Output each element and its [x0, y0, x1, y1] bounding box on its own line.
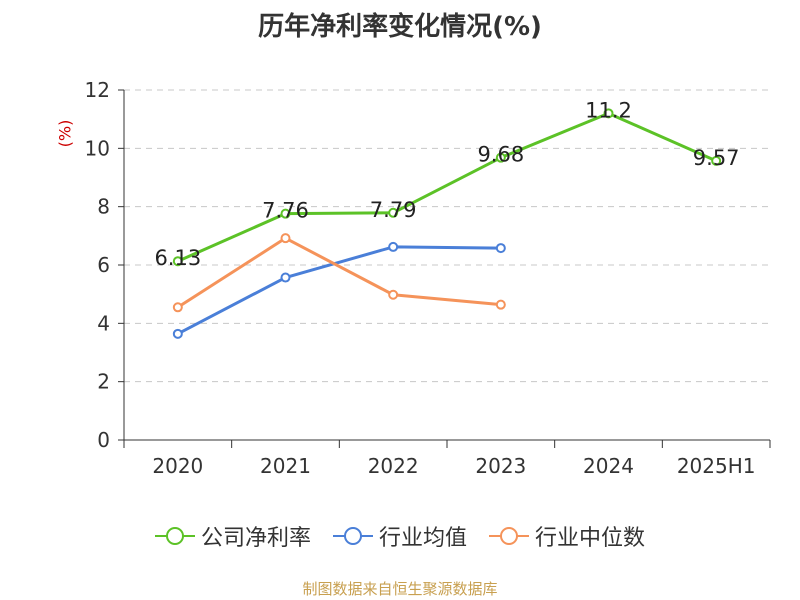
data-point [388, 207, 399, 218]
data-point [711, 155, 722, 166]
data-point [280, 208, 291, 219]
data-point [280, 233, 291, 244]
legend-label: 公司净利率 [200, 526, 311, 551]
x-tick-label: 2023 [475, 454, 526, 478]
series-line [177, 111, 717, 263]
legend-item[interactable]: 公司净利率 [154, 520, 311, 552]
data-point [172, 302, 183, 313]
data-label: 9.68 [477, 143, 524, 167]
chart-title: 历年净利率变化情况(%) [258, 12, 542, 42]
legend-swatch [154, 527, 195, 545]
legend-label: 行业中位数 [535, 526, 646, 551]
y-tick-label: 0 [97, 428, 110, 452]
legend-label: 行业均值 [378, 526, 467, 551]
data-label: 11.2 [585, 98, 632, 122]
data-point [495, 299, 506, 310]
data-label: 9.57 [693, 146, 740, 170]
legend-item[interactable]: 行业均值 [332, 520, 467, 552]
legend: 公司净利率 行业均值 行业中位数 [0, 520, 800, 552]
data-point [603, 108, 614, 119]
x-tick-label: 2022 [368, 454, 419, 478]
y-tick-label: 6 [97, 253, 110, 277]
data-label: 7.79 [370, 198, 417, 222]
data-point [388, 289, 399, 300]
y-tick-label: 2 [97, 370, 110, 394]
data-point [388, 241, 399, 252]
x-tick-label: 2025H1 [677, 454, 756, 478]
legend-swatch [332, 527, 373, 545]
data-label: 6.13 [154, 246, 201, 270]
data-point [172, 328, 183, 339]
legend-swatch-marker [165, 527, 184, 545]
data-point [172, 256, 183, 267]
x-tick-label: 2024 [583, 454, 634, 478]
x-tick-label: 2020 [152, 454, 203, 478]
y-tick-label: 10 [85, 136, 110, 160]
data-label: 7.76 [262, 199, 309, 223]
data-point [280, 272, 291, 283]
y-tick-label: 8 [97, 195, 110, 219]
source-note: 制图数据来自恒生聚源数据库 [302, 580, 498, 598]
x-tick-label: 2021 [260, 454, 311, 478]
y-tick-label: 4 [97, 311, 110, 335]
legend-swatch [489, 527, 529, 545]
data-point [495, 152, 506, 163]
legend-item[interactable]: 行业中位数 [489, 520, 645, 552]
y-tick-label: 12 [85, 78, 110, 102]
legend-swatch-marker [343, 527, 362, 545]
series-line [177, 245, 501, 336]
series-line [177, 236, 501, 309]
data-point [495, 243, 506, 254]
legend-swatch-marker [500, 527, 518, 545]
